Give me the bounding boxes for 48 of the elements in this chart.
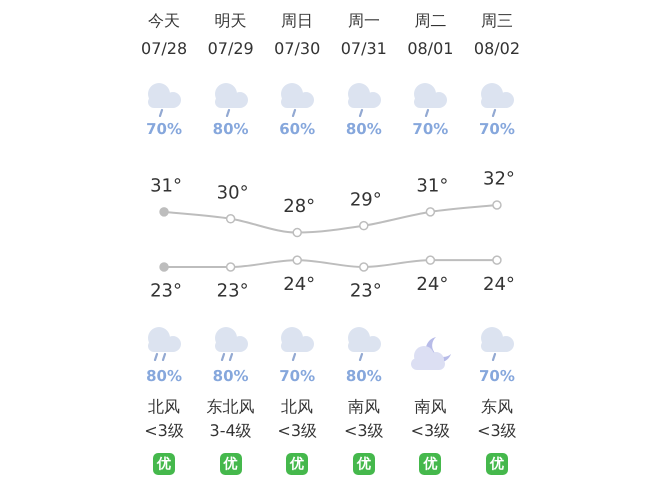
data-label: 32°	[482, 168, 515, 190]
data-label: 31°	[416, 176, 448, 197]
text: 70%	[146, 119, 182, 139]
point	[426, 255, 436, 265]
data-label: 30°	[216, 182, 249, 204]
point	[426, 207, 436, 217]
point	[159, 262, 169, 272]
text: 优	[220, 453, 242, 475]
text: 优	[286, 453, 308, 475]
text: 优	[486, 453, 508, 475]
point	[359, 220, 369, 230]
data-label: 23°	[216, 280, 249, 302]
text: 70% 北风 <3级	[277, 366, 317, 442]
text: 70%	[412, 119, 448, 139]
point	[226, 214, 236, 224]
x-tick-label: 明天 07/29	[208, 11, 254, 58]
data-label: 23°	[350, 280, 382, 302]
point	[359, 262, 369, 272]
x-tick-label: 周二 08/01	[407, 11, 454, 58]
text: 优	[419, 453, 442, 475]
data-label: 24°	[416, 274, 448, 295]
x-tick-label: 周一 07/31	[340, 11, 387, 58]
text: 南风 <3级	[410, 396, 450, 442]
data-label: 23°	[150, 280, 182, 302]
data-label: 24°	[283, 274, 316, 295]
data-label: 28°	[283, 196, 316, 218]
text: 80% 南风 <3级	[344, 366, 384, 442]
text: 60%	[279, 119, 316, 139]
x-tick-label: 周日 07/30	[274, 11, 320, 58]
x-tick-label: 今天 07/28	[141, 11, 188, 58]
point	[159, 207, 169, 217]
point	[226, 262, 236, 272]
text: 70%	[478, 119, 515, 139]
point	[292, 228, 302, 238]
point	[492, 255, 502, 265]
data-label: 29°	[350, 189, 382, 210]
text: 70% 东风 <3级	[477, 366, 517, 442]
text: 优	[352, 453, 375, 475]
data-label: 24°	[482, 274, 515, 295]
text: 80%	[346, 119, 382, 139]
text: 80%	[212, 119, 249, 139]
point	[292, 255, 302, 265]
text: 优	[153, 453, 176, 475]
x-tick-label: 周三 08/02	[474, 11, 520, 58]
data-label: 31°	[150, 176, 182, 197]
text: 80% 北风 <3级	[144, 366, 184, 442]
text: 80% 东北风 3-4级	[206, 366, 255, 442]
point	[492, 200, 502, 210]
